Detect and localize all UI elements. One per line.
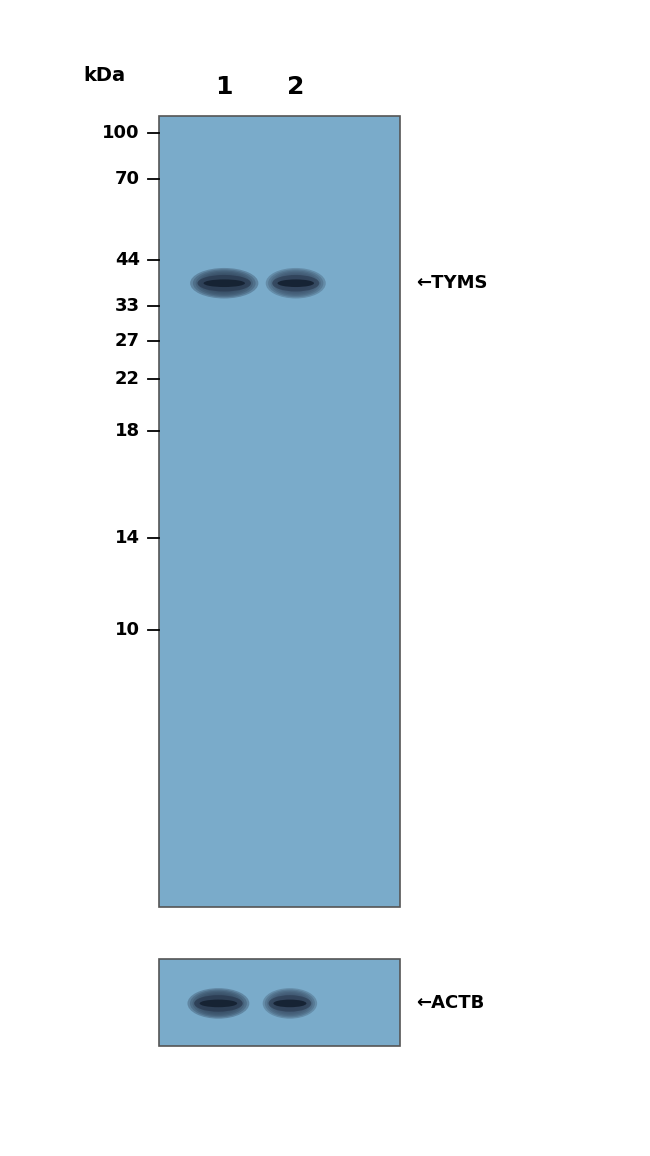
Ellipse shape xyxy=(276,995,304,1012)
Text: ←TYMS: ←TYMS xyxy=(416,274,488,292)
Text: 70: 70 xyxy=(115,170,140,188)
Ellipse shape xyxy=(198,993,239,1014)
Ellipse shape xyxy=(190,990,247,1017)
Text: 22: 22 xyxy=(115,370,140,388)
Ellipse shape xyxy=(187,988,250,1018)
Ellipse shape xyxy=(265,990,315,1017)
Ellipse shape xyxy=(272,275,319,291)
Ellipse shape xyxy=(200,1000,237,1007)
Ellipse shape xyxy=(268,269,323,297)
Ellipse shape xyxy=(274,994,306,1013)
Text: 2: 2 xyxy=(287,75,304,98)
Ellipse shape xyxy=(194,995,242,1012)
Ellipse shape xyxy=(266,268,326,298)
FancyBboxPatch shape xyxy=(159,959,400,1046)
Text: 33: 33 xyxy=(115,297,140,316)
Ellipse shape xyxy=(274,1000,306,1007)
Ellipse shape xyxy=(203,280,245,287)
Ellipse shape xyxy=(278,274,314,292)
Ellipse shape xyxy=(201,273,248,294)
Text: 44: 44 xyxy=(115,251,140,269)
Ellipse shape xyxy=(195,992,242,1015)
Ellipse shape xyxy=(269,992,311,1015)
FancyBboxPatch shape xyxy=(159,116,400,907)
Ellipse shape xyxy=(198,272,250,295)
Text: 100: 100 xyxy=(102,124,140,142)
Ellipse shape xyxy=(204,274,244,292)
Text: 18: 18 xyxy=(114,422,140,440)
Ellipse shape xyxy=(270,271,321,296)
Ellipse shape xyxy=(202,995,235,1012)
Ellipse shape xyxy=(278,280,314,287)
Ellipse shape xyxy=(268,995,311,1012)
Ellipse shape xyxy=(280,275,311,291)
Ellipse shape xyxy=(263,988,317,1018)
Ellipse shape xyxy=(276,273,316,294)
Ellipse shape xyxy=(193,269,255,297)
Ellipse shape xyxy=(272,993,308,1014)
Text: kDa: kDa xyxy=(83,66,125,84)
Text: 27: 27 xyxy=(115,332,140,350)
Ellipse shape xyxy=(200,994,237,1013)
Text: 10: 10 xyxy=(115,621,140,639)
Ellipse shape xyxy=(267,991,313,1016)
Ellipse shape xyxy=(207,275,242,291)
Text: 14: 14 xyxy=(115,528,140,547)
Text: ←ACTB: ←ACTB xyxy=(416,994,484,1013)
Ellipse shape xyxy=(273,272,318,295)
Ellipse shape xyxy=(192,991,244,1016)
Ellipse shape xyxy=(196,271,253,296)
Text: 1: 1 xyxy=(216,75,233,98)
Ellipse shape xyxy=(198,275,251,291)
Ellipse shape xyxy=(190,268,259,298)
